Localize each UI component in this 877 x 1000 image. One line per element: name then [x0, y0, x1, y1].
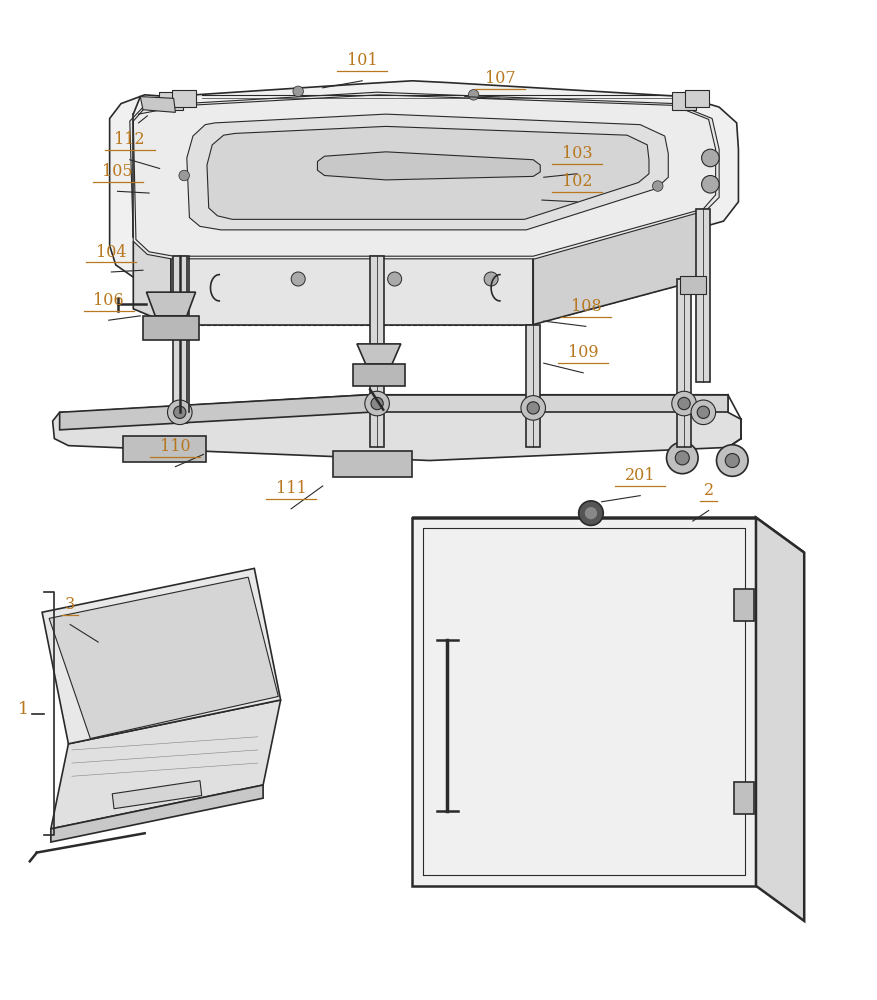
Circle shape	[527, 402, 539, 414]
Circle shape	[678, 397, 690, 410]
Text: 106: 106	[94, 292, 124, 309]
Text: 111: 111	[275, 480, 307, 497]
Circle shape	[585, 507, 597, 519]
Circle shape	[365, 391, 389, 416]
Polygon shape	[51, 785, 263, 842]
Polygon shape	[333, 451, 412, 477]
Polygon shape	[112, 781, 202, 809]
Polygon shape	[187, 114, 668, 230]
Text: 110: 110	[160, 438, 190, 455]
Text: 3: 3	[65, 596, 75, 613]
Circle shape	[702, 149, 719, 167]
Circle shape	[484, 272, 498, 286]
Polygon shape	[207, 126, 649, 219]
Circle shape	[468, 90, 479, 100]
Polygon shape	[173, 256, 187, 423]
Text: 105: 105	[103, 163, 132, 180]
Text: 101: 101	[347, 52, 377, 69]
Circle shape	[652, 181, 663, 191]
Text: 1: 1	[18, 701, 29, 718]
Polygon shape	[317, 152, 540, 180]
Circle shape	[179, 170, 189, 181]
Polygon shape	[370, 256, 384, 447]
Text: 2: 2	[703, 482, 714, 499]
Circle shape	[388, 272, 402, 286]
Text: 102: 102	[562, 173, 592, 190]
Text: 109: 109	[568, 344, 598, 361]
Circle shape	[717, 445, 748, 476]
Text: 201: 201	[625, 467, 655, 484]
Bar	[685, 90, 709, 107]
Circle shape	[697, 406, 709, 418]
Polygon shape	[42, 568, 281, 744]
Circle shape	[579, 501, 603, 525]
Polygon shape	[110, 81, 738, 283]
Polygon shape	[51, 700, 281, 829]
Circle shape	[667, 442, 698, 474]
Polygon shape	[140, 97, 175, 112]
Circle shape	[702, 176, 719, 193]
Text: 112: 112	[115, 131, 145, 148]
Circle shape	[371, 397, 383, 410]
Polygon shape	[526, 325, 540, 447]
Polygon shape	[143, 316, 199, 340]
Polygon shape	[133, 241, 171, 325]
Circle shape	[291, 272, 305, 286]
Polygon shape	[680, 276, 706, 294]
Circle shape	[521, 396, 545, 420]
Circle shape	[725, 454, 739, 468]
Text: 107: 107	[485, 70, 515, 87]
Circle shape	[293, 86, 303, 97]
Polygon shape	[412, 518, 756, 886]
Polygon shape	[756, 518, 804, 921]
Polygon shape	[412, 518, 804, 553]
Polygon shape	[368, 395, 728, 412]
Text: 104: 104	[96, 244, 126, 261]
Bar	[172, 90, 196, 107]
Polygon shape	[146, 292, 196, 316]
Polygon shape	[533, 209, 703, 325]
Polygon shape	[53, 395, 741, 461]
Polygon shape	[357, 344, 401, 364]
Circle shape	[174, 406, 186, 418]
Polygon shape	[171, 256, 533, 325]
Bar	[159, 92, 183, 110]
Polygon shape	[133, 95, 716, 256]
Polygon shape	[49, 577, 278, 739]
Circle shape	[691, 400, 716, 425]
Polygon shape	[130, 92, 719, 259]
Polygon shape	[60, 395, 368, 430]
Circle shape	[675, 451, 689, 465]
Circle shape	[168, 400, 192, 425]
Polygon shape	[734, 782, 754, 814]
Text: 103: 103	[562, 145, 592, 162]
Polygon shape	[123, 436, 206, 462]
Polygon shape	[353, 364, 405, 386]
Polygon shape	[734, 589, 754, 621]
Polygon shape	[677, 279, 691, 447]
Text: 108: 108	[571, 298, 601, 315]
Polygon shape	[696, 209, 710, 382]
Bar	[672, 92, 696, 110]
Circle shape	[672, 391, 696, 416]
